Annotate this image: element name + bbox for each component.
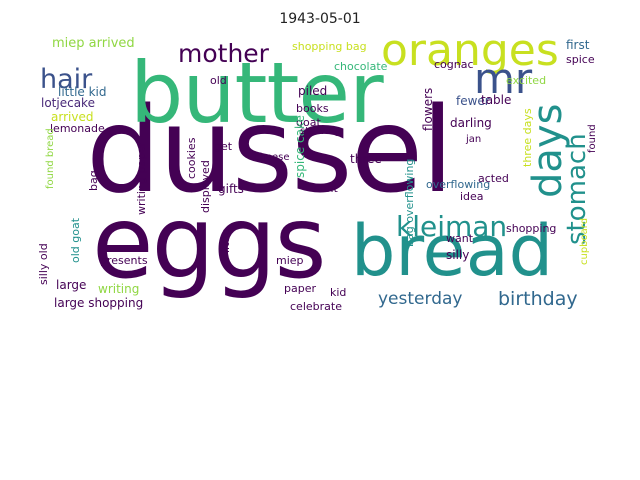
word-cloud: dussel butter eggs bread oranges mr days…	[36, 33, 606, 318]
word-birthday: birthday	[498, 288, 578, 310]
word-spice-cake: spice cake	[293, 115, 307, 178]
word-dussel: dussel	[86, 81, 454, 219]
word-acted: acted	[478, 172, 509, 185]
word-writing-paper: writing paper	[135, 141, 148, 215]
figure-title: 1943-05-01	[279, 11, 361, 27]
word-bag-overflowing: bag overflowing	[403, 158, 416, 247]
word-cheese: cheese	[254, 152, 290, 163]
word-shopping: shopping	[506, 222, 557, 235]
word-cupboard: cupboard	[579, 217, 590, 265]
word-silly-old: silly old	[37, 243, 50, 285]
word-fewer: fewer	[456, 94, 490, 108]
word-excited: excited	[506, 74, 547, 87]
word-mother: mother	[178, 39, 269, 68]
word-get: get	[214, 140, 233, 153]
word-books: books	[296, 102, 329, 115]
word-miep: miep	[276, 254, 304, 267]
word-old: old	[210, 74, 227, 87]
word-starving: starving	[300, 126, 341, 137]
word-bag: bag	[87, 170, 100, 191]
word-want: want	[446, 232, 474, 245]
word-presents: presents	[100, 254, 148, 267]
word-large-shopping: large shopping	[54, 296, 144, 310]
word-hair: hair	[40, 64, 93, 95]
word-yesterday: yesterday	[378, 289, 463, 309]
word-kleiman: kleiman	[396, 210, 508, 243]
word-large: large	[56, 278, 87, 292]
word-idea: idea	[460, 190, 484, 203]
word-cognac: cognac	[434, 58, 474, 71]
word-three-days: three days	[521, 108, 534, 167]
word-little-kid: little kid	[58, 85, 107, 99]
word-butter: butter	[130, 44, 384, 142]
word-displayed: displayed	[199, 160, 212, 213]
word-mr: mr	[474, 54, 533, 103]
word-darling: darling	[450, 116, 492, 130]
word-sent: sent	[314, 182, 338, 195]
word-writing: writing	[98, 282, 140, 296]
word-old-goat: old goat	[69, 217, 82, 263]
word-bread: bread	[351, 210, 554, 292]
word-paper: paper	[284, 282, 316, 295]
word-gifts: gifts	[218, 182, 244, 196]
word-shopping-bag: shopping bag	[292, 40, 367, 53]
word-flowers: flowers	[421, 87, 435, 131]
word-little: little	[219, 228, 232, 253]
word-oranges: oranges	[381, 33, 559, 76]
word-spice: spice	[566, 53, 595, 66]
word-found-bread: found bread	[45, 128, 56, 189]
word-table: table	[481, 93, 512, 107]
word-eggs: eggs	[92, 184, 327, 301]
word-arrived: arrived	[51, 110, 94, 124]
word-found: found	[587, 124, 598, 153]
word-miep-arrived: miep arrived	[52, 36, 135, 51]
word-piled: piled	[298, 84, 328, 98]
word-three: three	[350, 152, 382, 166]
word-goat: goat	[296, 116, 321, 129]
word-lemonade: lemonade	[50, 122, 105, 135]
word-silly: silly	[446, 248, 470, 262]
word-first: first	[566, 38, 590, 52]
word-lotjecake: lotjecake	[41, 96, 95, 110]
word-celebrate: celebrate	[290, 300, 342, 313]
word-chocolate: chocolate	[334, 60, 388, 73]
word-kid: kid	[330, 286, 347, 299]
word-overflowing: overflowing	[426, 178, 491, 191]
word-cookies: cookies	[185, 137, 198, 179]
word-jan: jan	[466, 134, 482, 145]
